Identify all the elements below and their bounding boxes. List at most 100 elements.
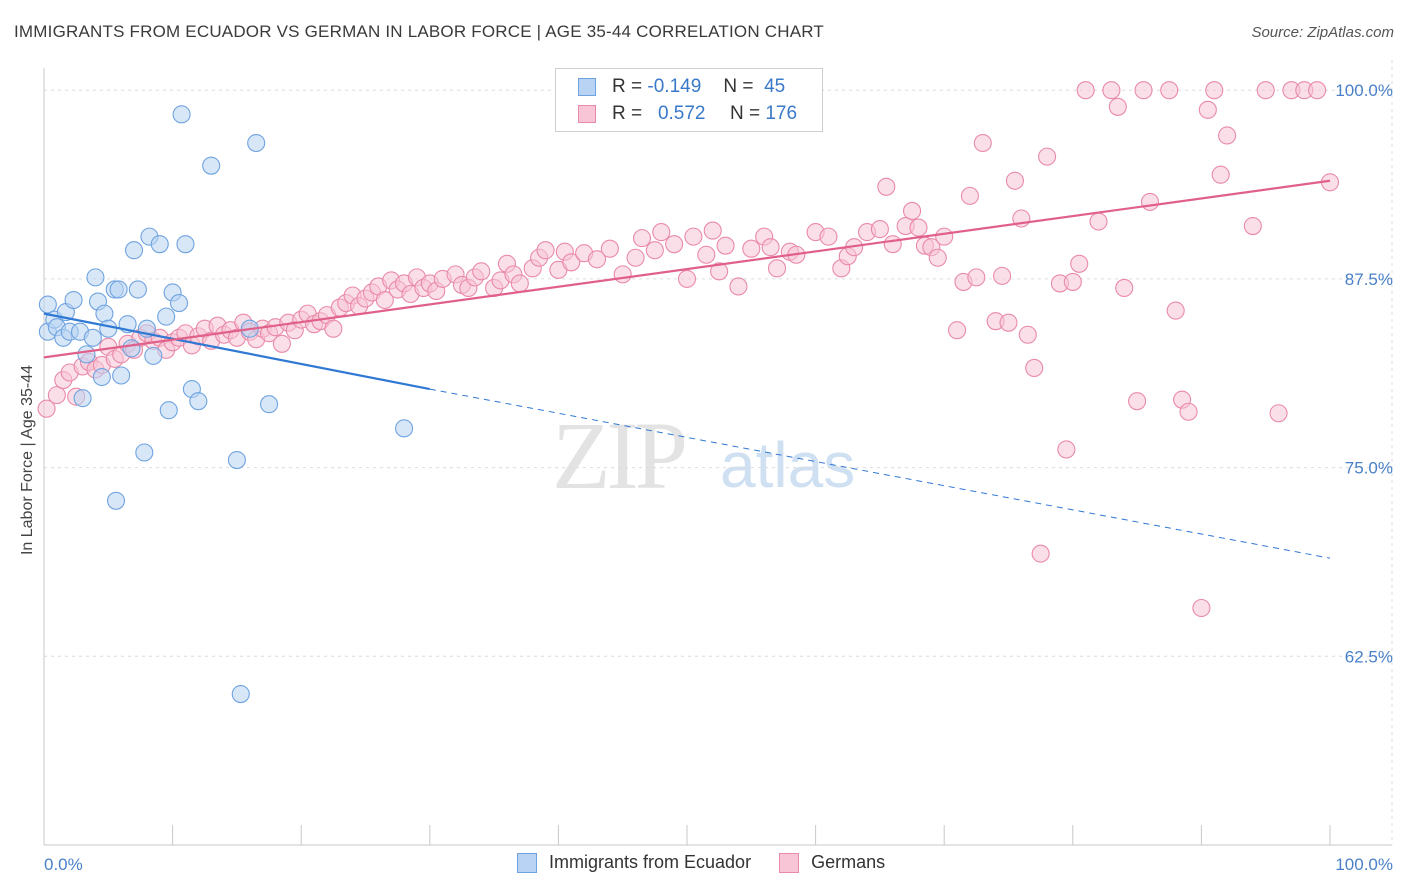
- german-point-111: [909, 218, 928, 237]
- ecuador-point-9: [73, 389, 92, 408]
- legend-row-germans: R = 0.572 N = 176: [578, 103, 797, 125]
- ecuador-point-1: [38, 295, 57, 314]
- ecuador-point-33: [172, 105, 191, 124]
- ecuador-trend-line: [43, 312, 431, 391]
- y-tick-label-3: 100.0%: [1335, 81, 1393, 100]
- ecuador-point-29: [157, 307, 176, 326]
- ecuador-point-37: [202, 156, 221, 175]
- german-point-96: [761, 238, 780, 257]
- ecuador-point-28: [150, 235, 169, 254]
- german-point-142: [1160, 81, 1179, 100]
- german-point-0: [37, 399, 56, 418]
- legend-swatch-blue: [578, 78, 596, 96]
- german-point-106: [870, 220, 889, 239]
- ecuador-point-10: [77, 345, 96, 364]
- german-point-93: [729, 277, 748, 296]
- german-point-83: [632, 229, 652, 248]
- legend-n-label-2: N =: [729, 103, 761, 124]
- ecuador-point-41: [247, 133, 266, 153]
- ecuador-point-36: [189, 392, 208, 411]
- ecuador-point-16: [99, 319, 118, 338]
- ecuador-point-21: [122, 339, 141, 358]
- ecuador-point-15: [95, 304, 114, 323]
- german-point-133: [1070, 254, 1089, 273]
- german-point-91: [710, 262, 729, 281]
- german-point-147: [1198, 100, 1217, 119]
- german-point-146: [1192, 598, 1211, 618]
- chart-title: IMMIGRANTS FROM ECUADOR VS GERMAN IN LAB…: [14, 22, 825, 41]
- legend-r-label-1: R =: [612, 76, 643, 97]
- german-point-79: [587, 250, 607, 269]
- german-point-128: [1031, 544, 1050, 563]
- legend-r-value-1: -0.149: [647, 76, 702, 97]
- german-point-101: [819, 227, 838, 246]
- german-point-127: [1025, 358, 1044, 378]
- german-point-134: [1076, 81, 1095, 100]
- ecuador-point-30: [159, 401, 178, 420]
- legend-label-ecuador: Immigrants from Ecuador: [549, 852, 752, 872]
- legend-n-label-1: N =: [723, 76, 754, 97]
- german-point-81: [613, 265, 632, 284]
- ecuador-point-18: [109, 280, 128, 299]
- german-point-124: [1005, 171, 1024, 190]
- german-point-107: [877, 177, 896, 196]
- legend-swatch-ecuador: [517, 852, 537, 873]
- correlation-legend: R = -0.149 N = 45 R = 0.572 N = 176: [555, 68, 823, 132]
- german-point-129: [1038, 147, 1057, 166]
- legend-swatch-germans: [779, 852, 800, 873]
- ecuador-point-32: [169, 293, 189, 313]
- ecuador-point-23: [128, 280, 147, 299]
- german-trend-line: [43, 179, 1331, 359]
- german-point-131: [1057, 440, 1076, 459]
- german-point-137: [1108, 97, 1127, 116]
- german-point-77: [562, 253, 581, 272]
- german-point-122: [993, 266, 1012, 285]
- german-point-114: [928, 248, 947, 267]
- german-point-85: [652, 223, 671, 242]
- german-point-90: [703, 221, 722, 240]
- legend-swatch-pink: [578, 105, 596, 123]
- german-point-136: [1102, 81, 1121, 100]
- german-point-110: [902, 201, 922, 221]
- x-tick-label-0: 0.0%: [44, 855, 83, 874]
- german-point-1: [47, 386, 66, 405]
- german-point-153: [1269, 404, 1288, 423]
- german-point-139: [1128, 392, 1147, 411]
- german-point-66: [472, 262, 491, 281]
- german-point-87: [677, 269, 697, 288]
- german-point-108: [883, 235, 902, 254]
- german-point-36: [272, 334, 291, 353]
- german-point-132: [1063, 272, 1082, 291]
- ecuador-point-24: [135, 443, 154, 462]
- y-tick-label-2: 87.5%: [1345, 270, 1393, 289]
- german-point-116: [948, 321, 967, 340]
- legend-row-ecuador: R = -0.149 N = 45: [578, 76, 785, 98]
- ecuador-trend-extension: [429, 388, 1331, 559]
- y-tick-label-1: 75.0%: [1345, 459, 1393, 478]
- german-point-92: [716, 236, 735, 255]
- german-point-89: [697, 245, 716, 264]
- legend-r-label-2: R =: [612, 103, 643, 124]
- german-point-84: [645, 241, 664, 260]
- ecuador-point-43: [395, 419, 414, 438]
- x-tick-label-1: 100.0%: [1335, 855, 1393, 874]
- german-point-119: [967, 268, 986, 287]
- german-point-123: [999, 313, 1018, 332]
- ecuador-point-22: [124, 241, 144, 260]
- legend-item-germans: Germans: [779, 852, 885, 873]
- german-point-140: [1134, 81, 1153, 100]
- legend-n-value-1: 45: [764, 76, 786, 97]
- ecuador-point-27: [144, 346, 163, 365]
- german-point-86: [665, 235, 684, 254]
- legend-n-value-2: 176: [765, 103, 798, 124]
- german-point-151: [1243, 217, 1262, 236]
- ecuador-point-44: [106, 491, 126, 510]
- german-point-145: [1179, 402, 1198, 421]
- ecuador-point-34: [176, 235, 195, 254]
- german-point-80: [600, 239, 619, 258]
- ecuador-point-14: [92, 367, 111, 387]
- legend-label-germans: Germans: [811, 852, 886, 872]
- german-point-82: [626, 248, 645, 267]
- legend-item-ecuador: Immigrants from Ecuador: [517, 852, 751, 873]
